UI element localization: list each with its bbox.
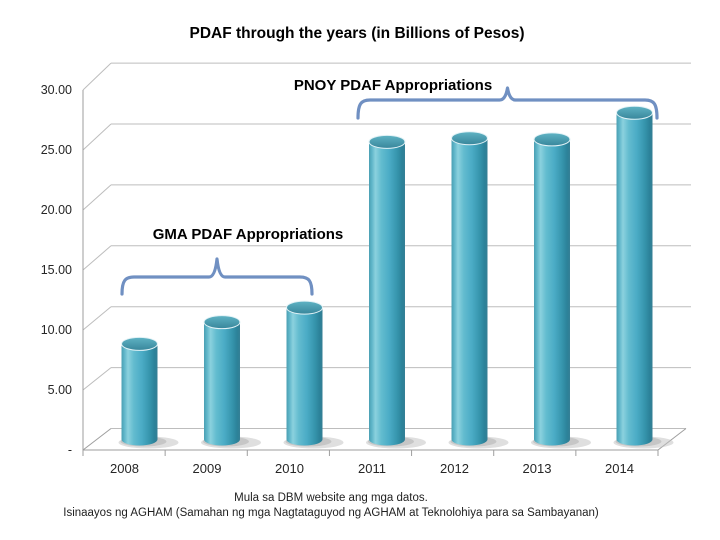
annotation-brace-gma [120,257,314,296]
x-tick-label: 2008 [110,461,139,476]
bar-cylinder-2011 [369,141,405,446]
bar-cylinder-2009 [204,322,240,446]
gridline-connector [82,123,112,151]
x-tick-label: 2012 [440,461,469,476]
chart-title: PDAF through the years (in Billions of P… [189,25,525,42]
y-tick-label: 25.00 [41,143,72,157]
gridline-connector [82,367,112,391]
bar-cylinder-top-2009 [203,315,241,330]
annotation-label-pnoy: PNOY PDAF Appropriations [294,77,492,94]
gridline-connector [82,306,112,331]
footnote-credit: Isinaayos ng AGHAM (Samahan ng mga Nagta… [63,507,599,519]
gridline-connector [82,62,112,91]
bar-cylinder-2013 [534,139,570,446]
x-tick-label: 2010 [275,461,304,476]
x-tick-label: 2013 [523,461,552,476]
bar-cylinder-top-2008 [121,336,158,351]
y-tick-label: 20.00 [41,203,72,217]
gridline-connector [82,245,112,271]
x-tick-label: 2011 [358,461,386,476]
y-tick-label: 10.00 [41,323,72,337]
y-tick-label: 15.00 [41,263,72,277]
footnote-source: Mula sa DBM website ang mga datos. [234,492,428,504]
bar-cylinder-top-2010 [286,300,323,315]
y-tick-label: - [68,443,72,457]
bar-cylinder-top-2011 [368,134,406,149]
gridline-connector [82,184,112,211]
bar-cylinder-top-2013 [533,132,571,147]
floor-left-edge [82,428,112,451]
annotation-label-gma: GMA PDAF Appropriations [153,226,344,243]
bar-cylinder-2012 [451,138,488,446]
x-tick-label: 2014 [605,461,634,476]
bar-cylinder-2008 [121,343,158,446]
bar-cylinder-2010 [286,307,323,446]
x-tick-label: 2009 [193,461,222,476]
y-tick-label: 5.00 [48,383,72,397]
bar-cylinder-2014 [616,112,653,446]
annotation-brace-pnoy [356,86,659,120]
bar-cylinder-top-2012 [451,131,488,146]
y-tick-label: 30.00 [41,83,72,97]
bar-cylinder-top-2014 [616,105,653,120]
